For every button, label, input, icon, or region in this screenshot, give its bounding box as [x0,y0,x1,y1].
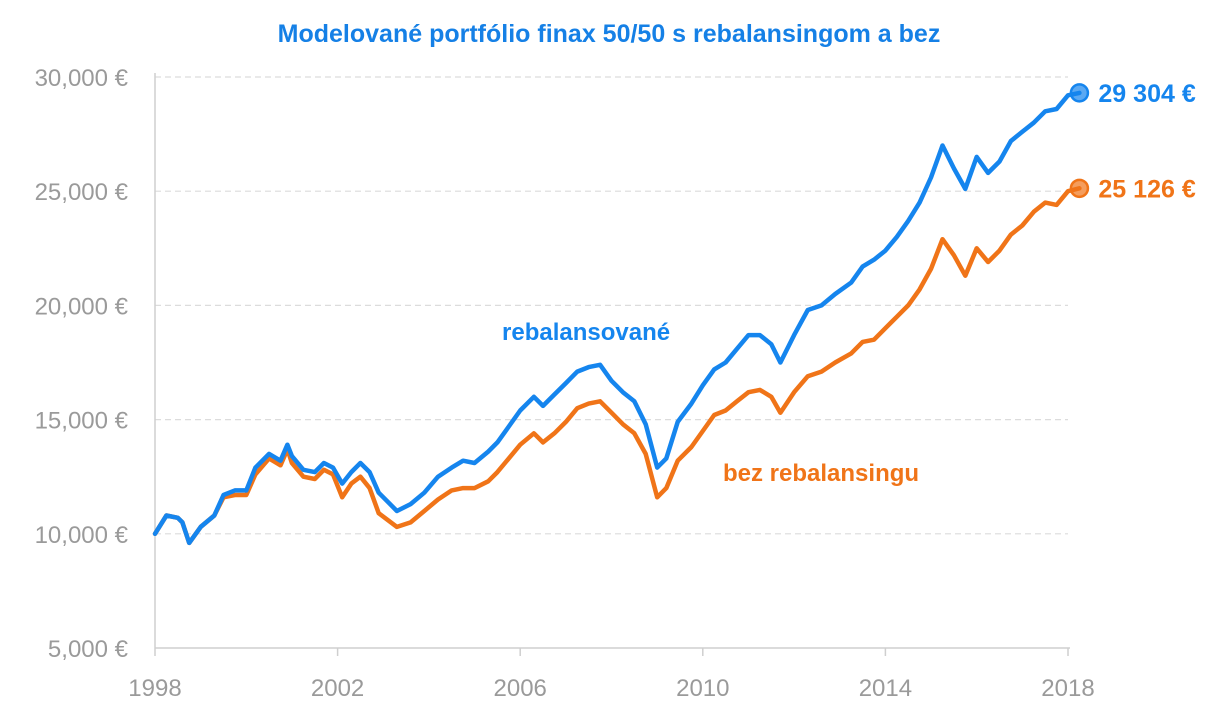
end-value-markers: 29 304 € 25 126 € [1069,80,1196,203]
y-tick-label: 10,000 € [35,522,129,549]
end-point-marker [1069,178,1090,199]
end-point-marker [1069,83,1090,103]
series-label-no-rebalancing: bez rebalansingu [723,460,919,487]
series-line-no-rebalancing [152,186,1082,546]
chart-title: Modelované portfólio finax 50/50 s rebal… [278,20,941,48]
gridlines [155,76,1068,535]
x-tick-label: 2014 [859,675,912,702]
x-tick-label: 1998 [128,675,181,702]
end-value-label-rebalanced: 29 304 € [1098,80,1195,108]
end-value-label-no-rebalancing: 25 126 € [1098,175,1195,203]
series-lines [152,90,1082,546]
y-axis-tick-labels: 5,000 € 10,000 € 15,000 € 20,000 € 25,000 € 3… [35,65,129,663]
x-tick-label: 2010 [676,675,729,702]
y-tick-label: 5,000 € [48,636,129,663]
y-tick-label: 25,000 € [35,179,129,206]
y-tick-label: 30,000 € [35,65,129,92]
x-tick-label: 2018 [1041,675,1094,702]
x-tick-label: 2002 [311,675,364,702]
series-labels: rebalansované bez rebalansingu [502,319,919,487]
series-label-rebalanced: rebalansované [502,319,670,346]
x-axis-tick-labels: 1998 2002 2006 2010 2014 2018 [128,675,1094,702]
series-line-rebalanced [152,90,1082,546]
y-tick-label: 15,000 € [35,408,129,435]
x-tick-label: 2006 [494,675,547,702]
y-tick-label: 20,000 € [35,293,129,320]
axes [154,73,1070,656]
